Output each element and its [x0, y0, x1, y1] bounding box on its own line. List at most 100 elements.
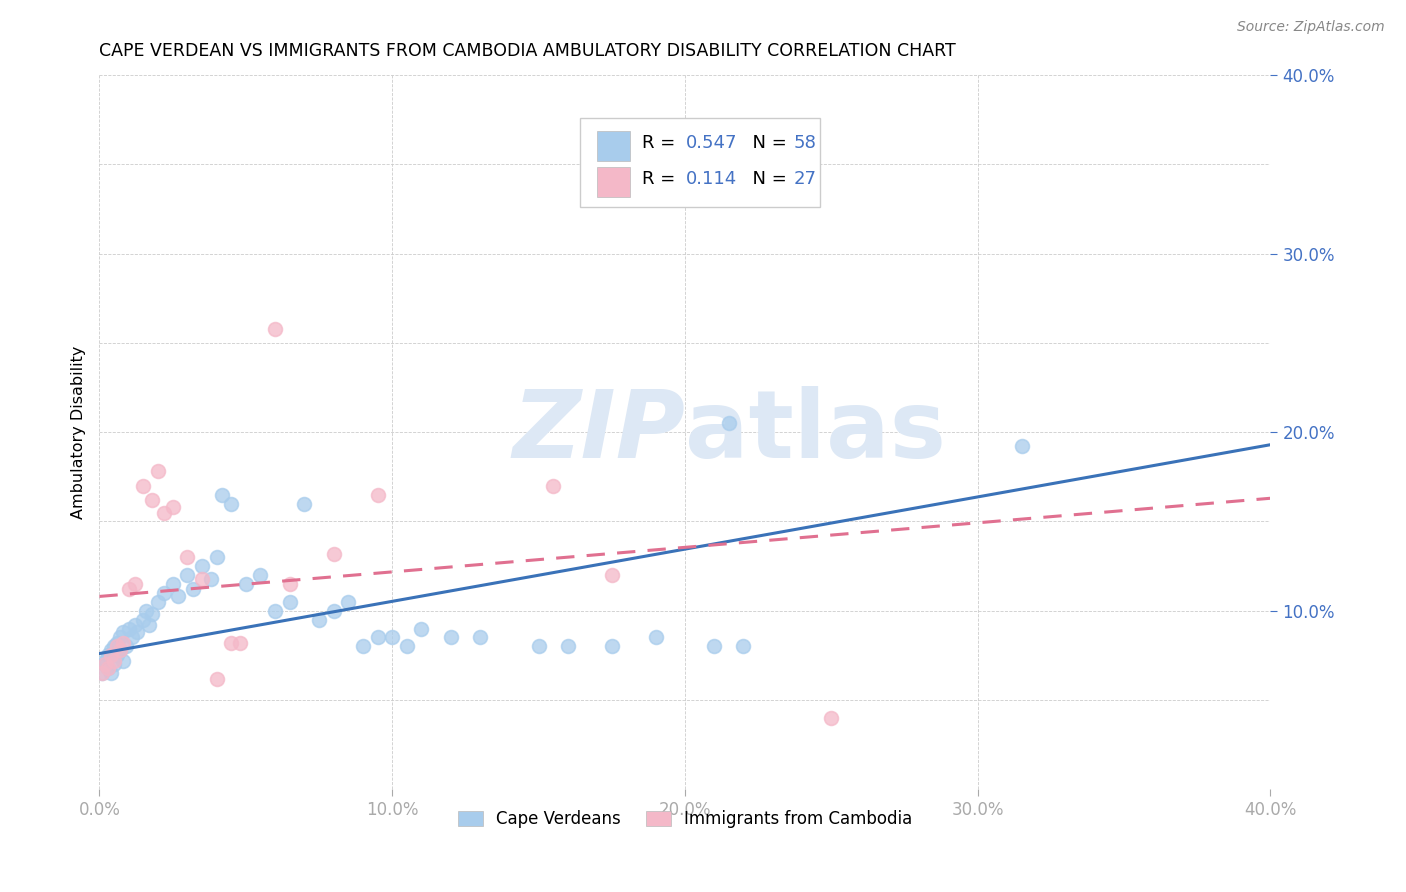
Text: 0.114: 0.114	[686, 170, 737, 188]
Point	[111, 625, 134, 640]
Point	[191, 572, 214, 586]
Point	[108, 643, 131, 657]
Point	[229, 636, 252, 650]
Point	[105, 636, 128, 650]
Point	[205, 550, 228, 565]
Point	[278, 595, 301, 609]
Point	[219, 636, 242, 650]
Text: R =: R =	[641, 170, 686, 188]
Point	[205, 672, 228, 686]
Point	[557, 640, 579, 654]
Point	[717, 417, 740, 431]
Point	[146, 595, 169, 609]
Point	[219, 497, 242, 511]
Text: 27: 27	[794, 170, 817, 188]
Point	[733, 640, 755, 654]
Point	[94, 657, 117, 672]
Point	[124, 577, 146, 591]
Point	[111, 636, 134, 650]
Point	[141, 607, 163, 622]
Point	[97, 661, 120, 675]
Point	[97, 661, 120, 675]
Point	[211, 488, 233, 502]
Point	[600, 640, 623, 654]
Point	[264, 604, 287, 618]
Point	[468, 631, 491, 645]
Point	[132, 479, 155, 493]
Text: N =: N =	[741, 135, 793, 153]
Point	[103, 640, 125, 654]
Point	[322, 547, 344, 561]
Point	[541, 479, 564, 493]
Point	[167, 590, 190, 604]
Point	[367, 631, 389, 645]
Point	[121, 631, 143, 645]
Point	[191, 559, 214, 574]
Point	[308, 613, 330, 627]
Point	[114, 640, 136, 654]
Point	[162, 500, 184, 515]
Point	[100, 666, 122, 681]
Point	[264, 321, 287, 335]
Point	[105, 640, 128, 654]
Point	[153, 506, 176, 520]
Text: 58: 58	[794, 135, 817, 153]
Point	[105, 648, 128, 663]
Point	[100, 648, 122, 663]
Point	[820, 711, 842, 725]
Y-axis label: Ambulatory Disability: Ambulatory Disability	[72, 345, 86, 519]
Point	[91, 666, 114, 681]
Point	[1011, 440, 1033, 454]
FancyBboxPatch shape	[598, 131, 630, 161]
Point	[141, 493, 163, 508]
Point	[118, 582, 141, 597]
Point	[395, 640, 418, 654]
Point	[381, 631, 404, 645]
Point	[118, 622, 141, 636]
Text: N =: N =	[741, 170, 793, 188]
Point	[235, 577, 257, 591]
Point	[527, 640, 550, 654]
FancyBboxPatch shape	[598, 167, 630, 196]
Point	[337, 595, 360, 609]
Text: Source: ZipAtlas.com: Source: ZipAtlas.com	[1237, 20, 1385, 34]
Point	[132, 613, 155, 627]
Point	[103, 657, 125, 672]
Point	[278, 577, 301, 591]
Point	[367, 488, 389, 502]
Point	[600, 568, 623, 582]
Point	[440, 631, 463, 645]
Legend: Cape Verdeans, Immigrants from Cambodia: Cape Verdeans, Immigrants from Cambodia	[451, 803, 920, 834]
Point	[91, 666, 114, 681]
Point	[181, 582, 204, 597]
Point	[94, 654, 117, 668]
FancyBboxPatch shape	[579, 118, 820, 207]
Point	[97, 648, 120, 663]
Point	[124, 618, 146, 632]
Text: atlas: atlas	[685, 386, 946, 478]
Point	[108, 631, 131, 645]
Point	[127, 625, 149, 640]
Point	[100, 643, 122, 657]
Point	[249, 568, 271, 582]
Point	[703, 640, 725, 654]
Point	[111, 654, 134, 668]
Point	[176, 568, 198, 582]
Point	[103, 654, 125, 668]
Point	[108, 643, 131, 657]
Point	[138, 618, 160, 632]
Point	[322, 604, 344, 618]
Point	[135, 604, 157, 618]
Text: R =: R =	[641, 135, 681, 153]
Point	[146, 465, 169, 479]
Point	[352, 640, 374, 654]
Point	[644, 631, 666, 645]
Point	[411, 622, 433, 636]
Point	[200, 572, 222, 586]
Point	[162, 577, 184, 591]
Point	[176, 550, 198, 565]
Text: CAPE VERDEAN VS IMMIGRANTS FROM CAMBODIA AMBULATORY DISABILITY CORRELATION CHART: CAPE VERDEAN VS IMMIGRANTS FROM CAMBODIA…	[100, 42, 956, 60]
Point	[153, 586, 176, 600]
Text: ZIP: ZIP	[512, 386, 685, 478]
Point	[94, 657, 117, 672]
